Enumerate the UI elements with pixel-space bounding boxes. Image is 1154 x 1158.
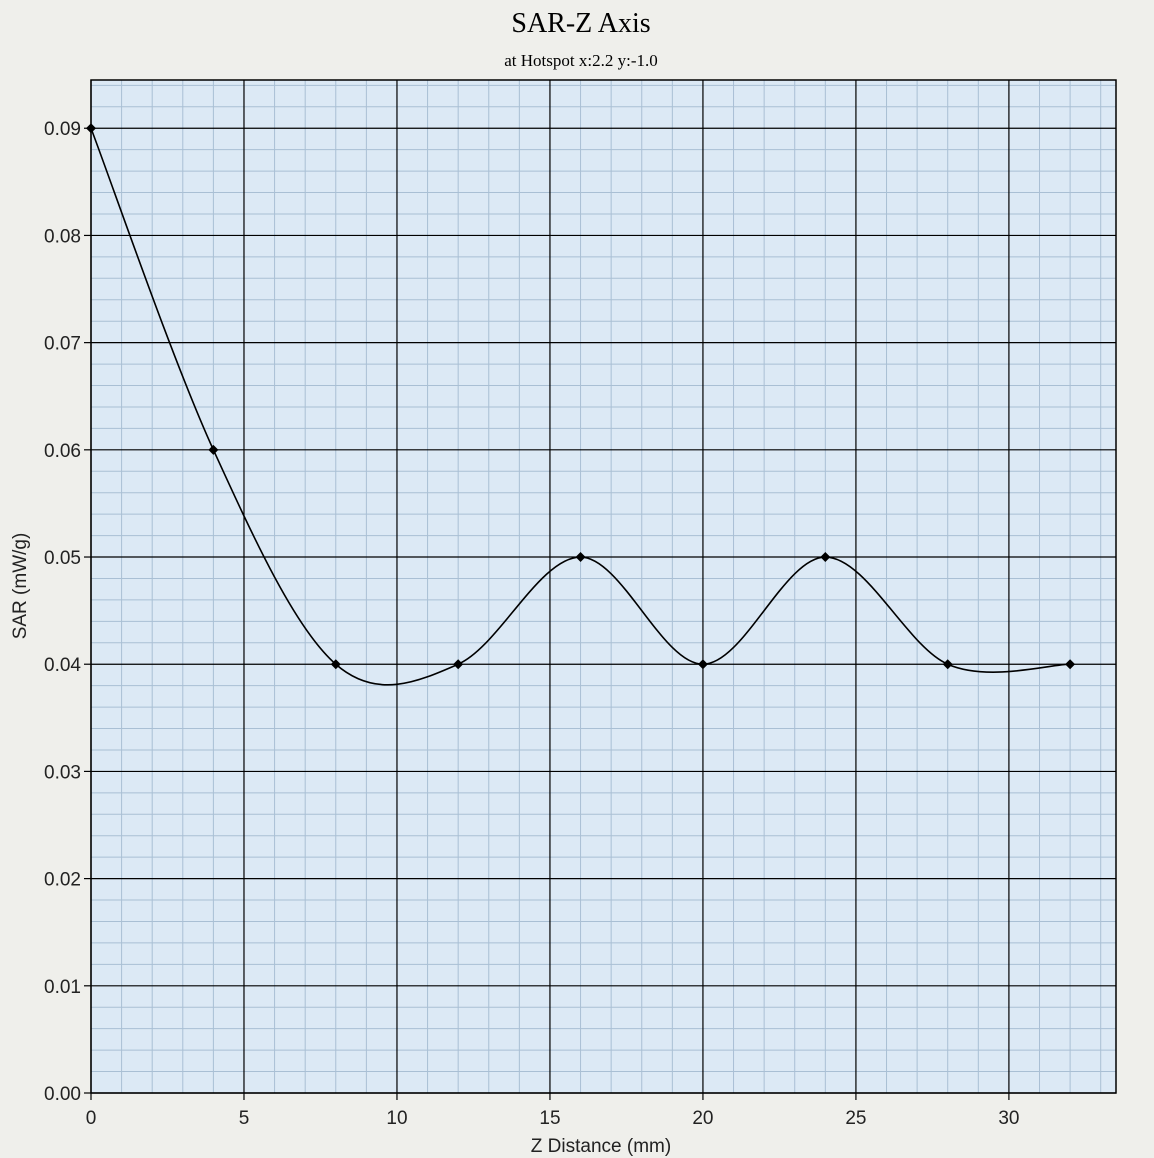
- x-tick-label: 20: [692, 1108, 713, 1129]
- plot-area: [91, 80, 1116, 1093]
- major-grid: [90, 80, 1116, 1094]
- x-tick-label: 5: [239, 1108, 250, 1129]
- data-point: [453, 659, 464, 670]
- x-tick-label: 10: [386, 1108, 407, 1129]
- y-axis: 0.00 0.01 0.02 0.03 0.04 0.05 0.06 0.07 0.08 0.09: [44, 119, 91, 1105]
- chart-subtitle: at Hotspot x:2.2 y:-1.0: [504, 51, 657, 70]
- data-point: [575, 552, 586, 563]
- chart-title: SAR-Z Axis: [511, 8, 650, 39]
- data-point: [942, 659, 953, 670]
- data-point: [330, 659, 341, 670]
- plot-frame: [90, 79, 1117, 1094]
- y-tick-label: 0.06: [44, 441, 81, 462]
- y-tick-label: 0.09: [44, 119, 81, 140]
- data-markers: [86, 123, 1076, 670]
- y-tick-label: 0.02: [44, 870, 81, 891]
- x-axis-label: Z Distance (mm): [531, 1136, 671, 1157]
- x-tick-label: 30: [998, 1108, 1019, 1129]
- y-axis-label: SAR (mW/g): [10, 533, 31, 640]
- y-tick-label: 0.07: [44, 334, 81, 355]
- data-point: [820, 552, 831, 563]
- minor-grid: [91, 80, 1116, 1093]
- data-point: [86, 123, 96, 134]
- data-point: [208, 444, 219, 455]
- y-tick-label: 0.00: [44, 1084, 81, 1105]
- y-tick-label: 0.03: [44, 762, 81, 783]
- y-tick-label: 0.05: [44, 548, 81, 569]
- y-tick-label: 0.08: [44, 226, 81, 247]
- y-tick-label: 0.01: [44, 977, 81, 998]
- x-tick-label: 15: [539, 1108, 560, 1129]
- data-point: [697, 659, 708, 670]
- y-tick-label: 0.04: [44, 655, 81, 676]
- x-tick-label: 25: [845, 1108, 866, 1129]
- x-axis: 0 5 10 15 20 25 30: [86, 1093, 1019, 1129]
- data-point: [1065, 659, 1076, 670]
- x-tick-label: 0: [86, 1108, 97, 1129]
